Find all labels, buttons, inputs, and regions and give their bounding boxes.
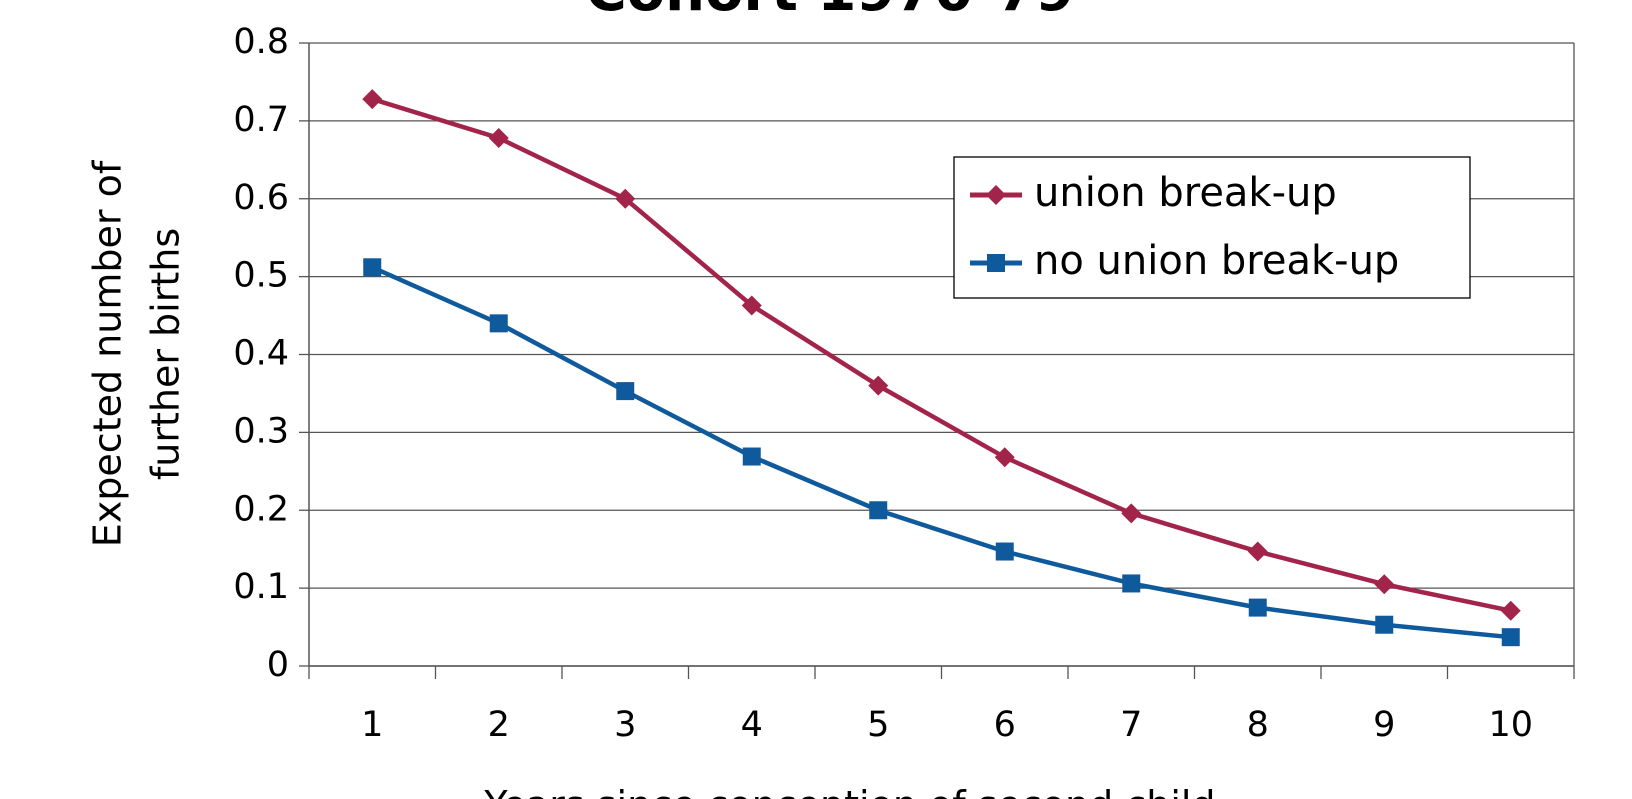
marker	[363, 258, 382, 277]
chart-title: Cohort 1970-79	[586, 0, 1075, 24]
x-tick-label: 3	[614, 705, 636, 745]
y-tick-label: 0.3	[233, 411, 289, 451]
y-axis-label-line: further births	[144, 228, 188, 480]
y-axis-label: Expected number of further births	[86, 159, 188, 547]
y-tick-label: 0.1	[233, 567, 289, 607]
series-line	[371, 96, 1512, 613]
y-tick-label: 0.2	[233, 489, 289, 529]
marker	[1247, 541, 1268, 562]
marker	[362, 89, 383, 110]
x-tick-label: 8	[1247, 705, 1269, 745]
marker	[741, 295, 762, 316]
x-tick-label: 7	[1120, 705, 1142, 745]
marker	[1374, 574, 1395, 595]
marker	[868, 375, 889, 396]
x-tick-label: 4	[741, 705, 763, 745]
marker	[489, 314, 508, 333]
marker	[1248, 598, 1267, 617]
y-tick-label: 0.5	[233, 256, 289, 296]
legend-box	[953, 156, 1471, 299]
y-tick-label: 0.7	[233, 100, 289, 140]
marker	[1501, 628, 1520, 647]
marker	[616, 382, 635, 401]
marker	[1122, 574, 1141, 593]
marker	[994, 447, 1015, 468]
legend-label: union break-up	[1034, 170, 1337, 216]
x-tick-label: 2	[488, 705, 510, 745]
x-axis-label: Years since conception of second child	[483, 783, 1215, 799]
legend-label: no union break-up	[1034, 238, 1399, 284]
marker	[986, 185, 1006, 205]
marker	[995, 542, 1014, 561]
x-tick-label: 10	[1488, 705, 1533, 745]
y-tick-label: 0.8	[233, 22, 289, 62]
marker	[869, 501, 888, 520]
legend: union break-up no union break-up	[953, 156, 1471, 299]
marker	[742, 447, 761, 466]
marker	[1121, 503, 1142, 524]
marker	[488, 128, 509, 149]
x-tick-label: 5	[867, 705, 889, 745]
marker	[1375, 615, 1394, 634]
marker	[1500, 600, 1521, 621]
marker	[987, 254, 1005, 272]
y-tick-label: 0.6	[233, 178, 289, 218]
marker	[615, 188, 636, 209]
y-tick-label: 0	[267, 645, 289, 685]
y-axis-label-line: Expected number of	[86, 159, 130, 547]
x-tick-label: 1	[361, 705, 383, 745]
y-tick-label: 0.4	[233, 334, 289, 374]
x-tick-label: 9	[1373, 705, 1395, 745]
x-tick-label: 6	[994, 705, 1016, 745]
series-line	[371, 265, 1511, 640]
